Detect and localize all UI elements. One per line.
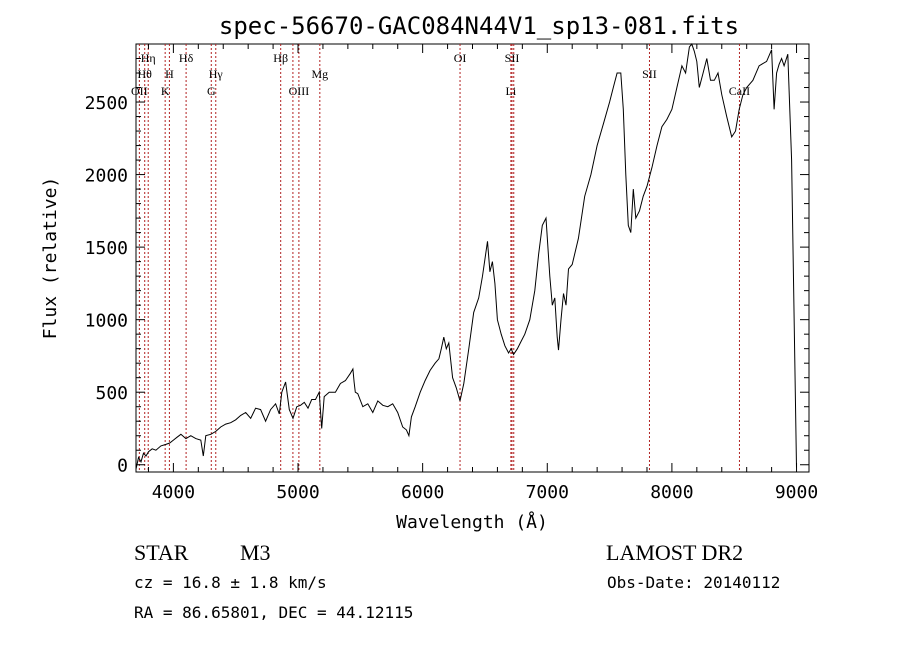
x-axis-label: Wavelength (Å) <box>396 511 548 533</box>
line-label: SII <box>642 67 657 81</box>
line-label: Mg <box>311 67 328 81</box>
x-tick-label: 6000 <box>401 482 444 503</box>
line-label: H <box>165 67 174 81</box>
line-label: CaII <box>729 84 750 98</box>
line-label: Hβ <box>273 51 288 65</box>
y-tick-label: 2500 <box>85 93 128 114</box>
line-label: Hγ <box>209 67 224 81</box>
line-label: Hδ <box>179 51 194 65</box>
x-tick-label: 9000 <box>775 482 818 503</box>
line-label: OIII <box>289 84 310 98</box>
chart-title: spec-56670-GAC084N44V1_sp13-081.fits <box>219 12 739 40</box>
obs-date: Obs-Date: 20140112 <box>607 573 781 592</box>
line-label: OI <box>454 51 467 65</box>
y-tick-label: 500 <box>95 383 128 404</box>
y-tick-label: 0 <box>117 456 128 477</box>
coords-text: RA = 86.65801, DEC = 44.12115 <box>134 603 414 622</box>
object-subclass: M3 <box>240 540 271 565</box>
spectral-line-markers <box>138 44 740 472</box>
line-label: Hθ <box>138 67 153 81</box>
y-tick-label: 1500 <box>85 238 128 259</box>
line-label: K <box>161 84 170 98</box>
spectrum-series-line <box>135 42 797 470</box>
x-tick-label: 5000 <box>276 482 319 503</box>
x-tick-label: 4000 <box>152 482 195 503</box>
x-axis: 4000 5000 6000 7000 8000 9000 <box>147 44 818 503</box>
y-tick-label: 1000 <box>85 311 128 332</box>
plot-frame <box>135 43 810 473</box>
y-tick-label: 2000 <box>85 166 128 187</box>
line-label: Hη <box>141 51 156 65</box>
y-axis: 0 500 1000 1500 2000 2500 <box>85 58 809 477</box>
y-axis-label: Flux (relative) <box>40 177 61 340</box>
x-tick-label: 8000 <box>650 482 693 503</box>
x-tick-label: 7000 <box>526 482 569 503</box>
object-type: STAR <box>134 540 189 565</box>
line-label: SII <box>505 51 520 65</box>
survey-name: LAMOST DR2 <box>606 540 744 565</box>
redshift-text: cz = 16.8 ± 1.8 km/s <box>134 573 327 592</box>
line-label: Li <box>506 84 517 98</box>
line-label: OII <box>131 84 148 98</box>
line-label: G <box>207 84 216 98</box>
